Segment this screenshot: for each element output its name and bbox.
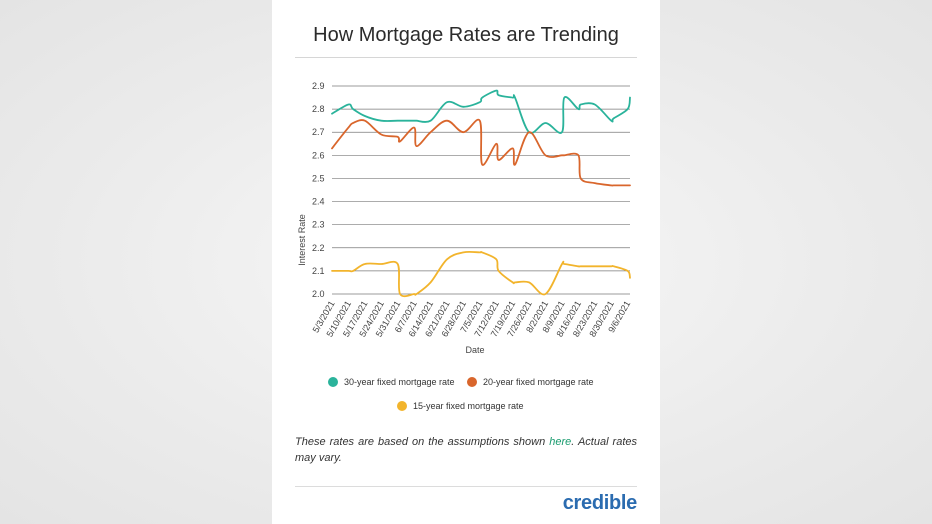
series-line-15-year [331,250,631,298]
y-tick-label: 2.4 [312,197,325,207]
chart-title: How Mortgage Rates are Trending [313,24,619,46]
assumptions-link[interactable]: here [549,436,572,448]
x-tick-labels: 5/3/20215/10/20215/17/20215/24/20215/31/… [311,299,633,339]
y-tick-label: 2.8 [312,104,325,114]
chart-card: How Mortgage Rates are Trending 2.0 2.1 2.… [272,0,660,524]
legend-swatch [328,377,338,387]
line-chart: 2.0 2.1 2.2 2.3 2.4 2.5 2.6 2.7 2.8 2.9 5/3/20215… [297,81,633,411]
footer-divider [295,486,637,487]
y-tick-label: 2.1 [312,266,325,276]
y-tick-label: 2.9 [312,81,325,91]
legend-label: 15-year fixed mortgage rate [413,401,524,411]
legend: 30-year fixed mortgage rate 20-year fixed… [328,377,594,411]
legend-label: 30-year fixed mortgage rate [344,377,455,387]
note-text-before: These rates are based on the assumptions… [295,436,550,448]
y-tick-label: 2.0 [312,289,325,299]
legend-swatch [467,377,477,387]
title-divider [295,57,637,58]
legend-label: 20-year fixed mortgage rate [483,377,594,387]
y-tick-label: 2.5 [312,173,325,183]
y-tick-label: 2.2 [312,243,325,253]
series-line-30-year [331,89,631,134]
x-axis-label: Date [465,345,484,355]
y-axis-label: Interest Rate [297,214,307,266]
y-tick-labels: 2.0 2.1 2.2 2.3 2.4 2.5 2.6 2.7 2.8 2.9 [312,81,325,299]
y-tick-label: 2.3 [312,220,325,230]
series-lines [331,89,631,298]
note-text-after: . Actual rates may vary. [295,436,638,464]
grid-lines [332,85,630,295]
disclaimer-note: These rates are based on the assumptions… [295,434,637,466]
credible-logo: credible [562,492,638,514]
y-tick-label: 2.6 [312,150,325,160]
series-line-20-year [331,118,631,187]
legend-swatch [397,401,407,411]
y-tick-label: 2.7 [312,127,325,137]
